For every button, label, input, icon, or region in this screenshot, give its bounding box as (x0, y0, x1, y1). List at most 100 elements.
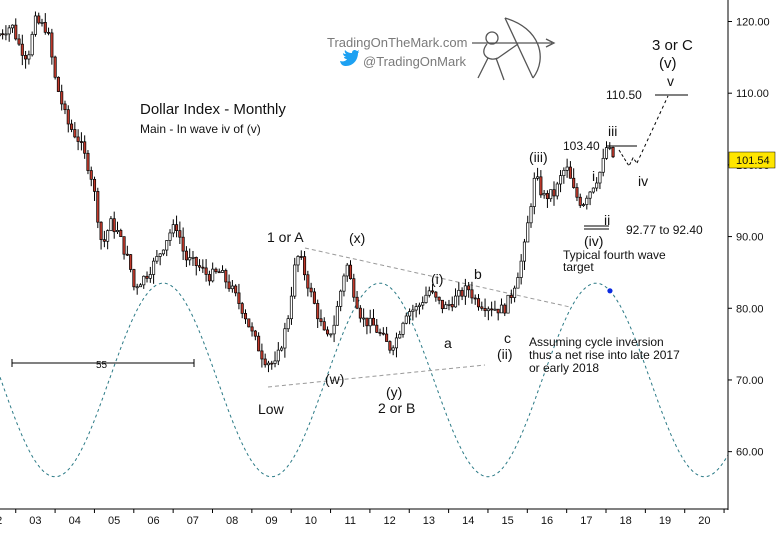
candle-body (142, 275, 146, 286)
candle-body (401, 322, 405, 335)
candle-body (572, 177, 576, 188)
candle-body (549, 189, 553, 200)
x-tick-label: 04 (69, 515, 81, 527)
label-period: 55 (96, 360, 108, 371)
candle-body (79, 141, 83, 143)
candle-body (0, 33, 1, 37)
label-c-wave: c (504, 330, 511, 346)
candle-body (355, 296, 359, 309)
label-small-ii: ii (604, 212, 610, 228)
candle-body (486, 308, 490, 312)
label-range-target: 92.77 to 92.40 (626, 223, 703, 237)
x-tick-label: 12 (383, 515, 395, 527)
candle-body (4, 33, 8, 36)
candle-body (575, 187, 579, 198)
candle-body (165, 240, 169, 251)
candle-body (168, 232, 172, 241)
candle-body (394, 337, 398, 349)
label-low: Low (258, 401, 285, 417)
candle-body (217, 271, 221, 274)
candle-body (513, 287, 517, 298)
y-tick-label: 70.00 (736, 375, 764, 387)
label-x-wave: (x) (349, 230, 365, 246)
candle-body (447, 304, 451, 306)
candle-body (135, 286, 139, 289)
candle-body (289, 295, 293, 320)
candle-body (106, 230, 110, 242)
label-fourth-wave-1: Typical fourth wave (563, 248, 666, 262)
label-small-iv: iv (638, 173, 648, 189)
candle-body (178, 230, 182, 238)
candle-body (237, 292, 241, 304)
x-tick-label: 03 (29, 515, 41, 527)
candle-body (283, 328, 287, 349)
candle-body (207, 274, 211, 282)
y-tick-label: 110.00 (736, 88, 769, 100)
label-cycle-note-1: Assuming cycle inversion (529, 335, 664, 349)
candle-body (27, 54, 31, 60)
candle-body (532, 177, 536, 207)
candle-body (555, 183, 559, 197)
candle-body (362, 317, 366, 320)
candle-body (50, 32, 54, 58)
site-name: TradingOnTheMark.com (327, 35, 467, 50)
candle-body (316, 303, 320, 320)
candle-body (453, 295, 458, 308)
x-tick-label: 05 (108, 515, 120, 527)
candle-body (342, 275, 346, 292)
candle-body (112, 218, 116, 233)
candle-body (591, 187, 595, 193)
archer-logo-icon (472, 17, 556, 81)
label-w-wave: (w) (325, 371, 344, 387)
candle-body (102, 239, 106, 242)
candle-body (388, 341, 392, 351)
candle-body (198, 265, 202, 268)
chart-title: Dollar Index - Monthly (140, 101, 286, 118)
candle-body (519, 260, 523, 278)
trend-lines (11, 94, 688, 388)
candle-body (391, 347, 395, 351)
candle-body (440, 299, 444, 310)
candle-body (145, 275, 149, 279)
twitter-icon (340, 49, 360, 66)
x-tick-label: 14 (462, 515, 474, 527)
candle-body (171, 224, 175, 234)
y-tick-label: 120.00 (736, 17, 770, 29)
candle-body (309, 287, 313, 293)
candle-body (493, 308, 497, 311)
candle-body (431, 290, 435, 293)
candle-body (568, 166, 572, 179)
candle-body (467, 285, 471, 291)
candle-body (562, 169, 566, 177)
label-small-i: i (592, 168, 595, 184)
cycle-line (0, 282, 729, 478)
label-1-or-a: 1 or A (267, 229, 304, 245)
candle-body (348, 264, 353, 280)
candle-body (56, 76, 60, 92)
candle-body (437, 296, 441, 301)
candle-body (496, 308, 500, 314)
candle-body (299, 256, 303, 258)
candle-body (43, 22, 47, 33)
last-price-label: 101.54 (736, 155, 770, 167)
candle-body (276, 349, 280, 362)
y-tick-label: 60.00 (736, 447, 764, 459)
candle-body (529, 206, 533, 224)
candle-body (227, 281, 231, 290)
label-level-103: 103.40 (563, 139, 600, 153)
candle-body (421, 302, 425, 306)
candle-body (70, 123, 74, 130)
candle-body (250, 326, 254, 332)
candle-body (552, 189, 556, 197)
candle-body (604, 147, 609, 159)
candle-body (86, 152, 90, 171)
triangle-upper-line (304, 247, 571, 308)
candle-body (99, 221, 103, 240)
candle-body (30, 33, 34, 56)
x-tick-label: 17 (580, 515, 592, 527)
candle-body (460, 289, 464, 297)
candle-body (263, 358, 267, 366)
candle-body (371, 317, 376, 326)
candle-body (152, 260, 156, 275)
